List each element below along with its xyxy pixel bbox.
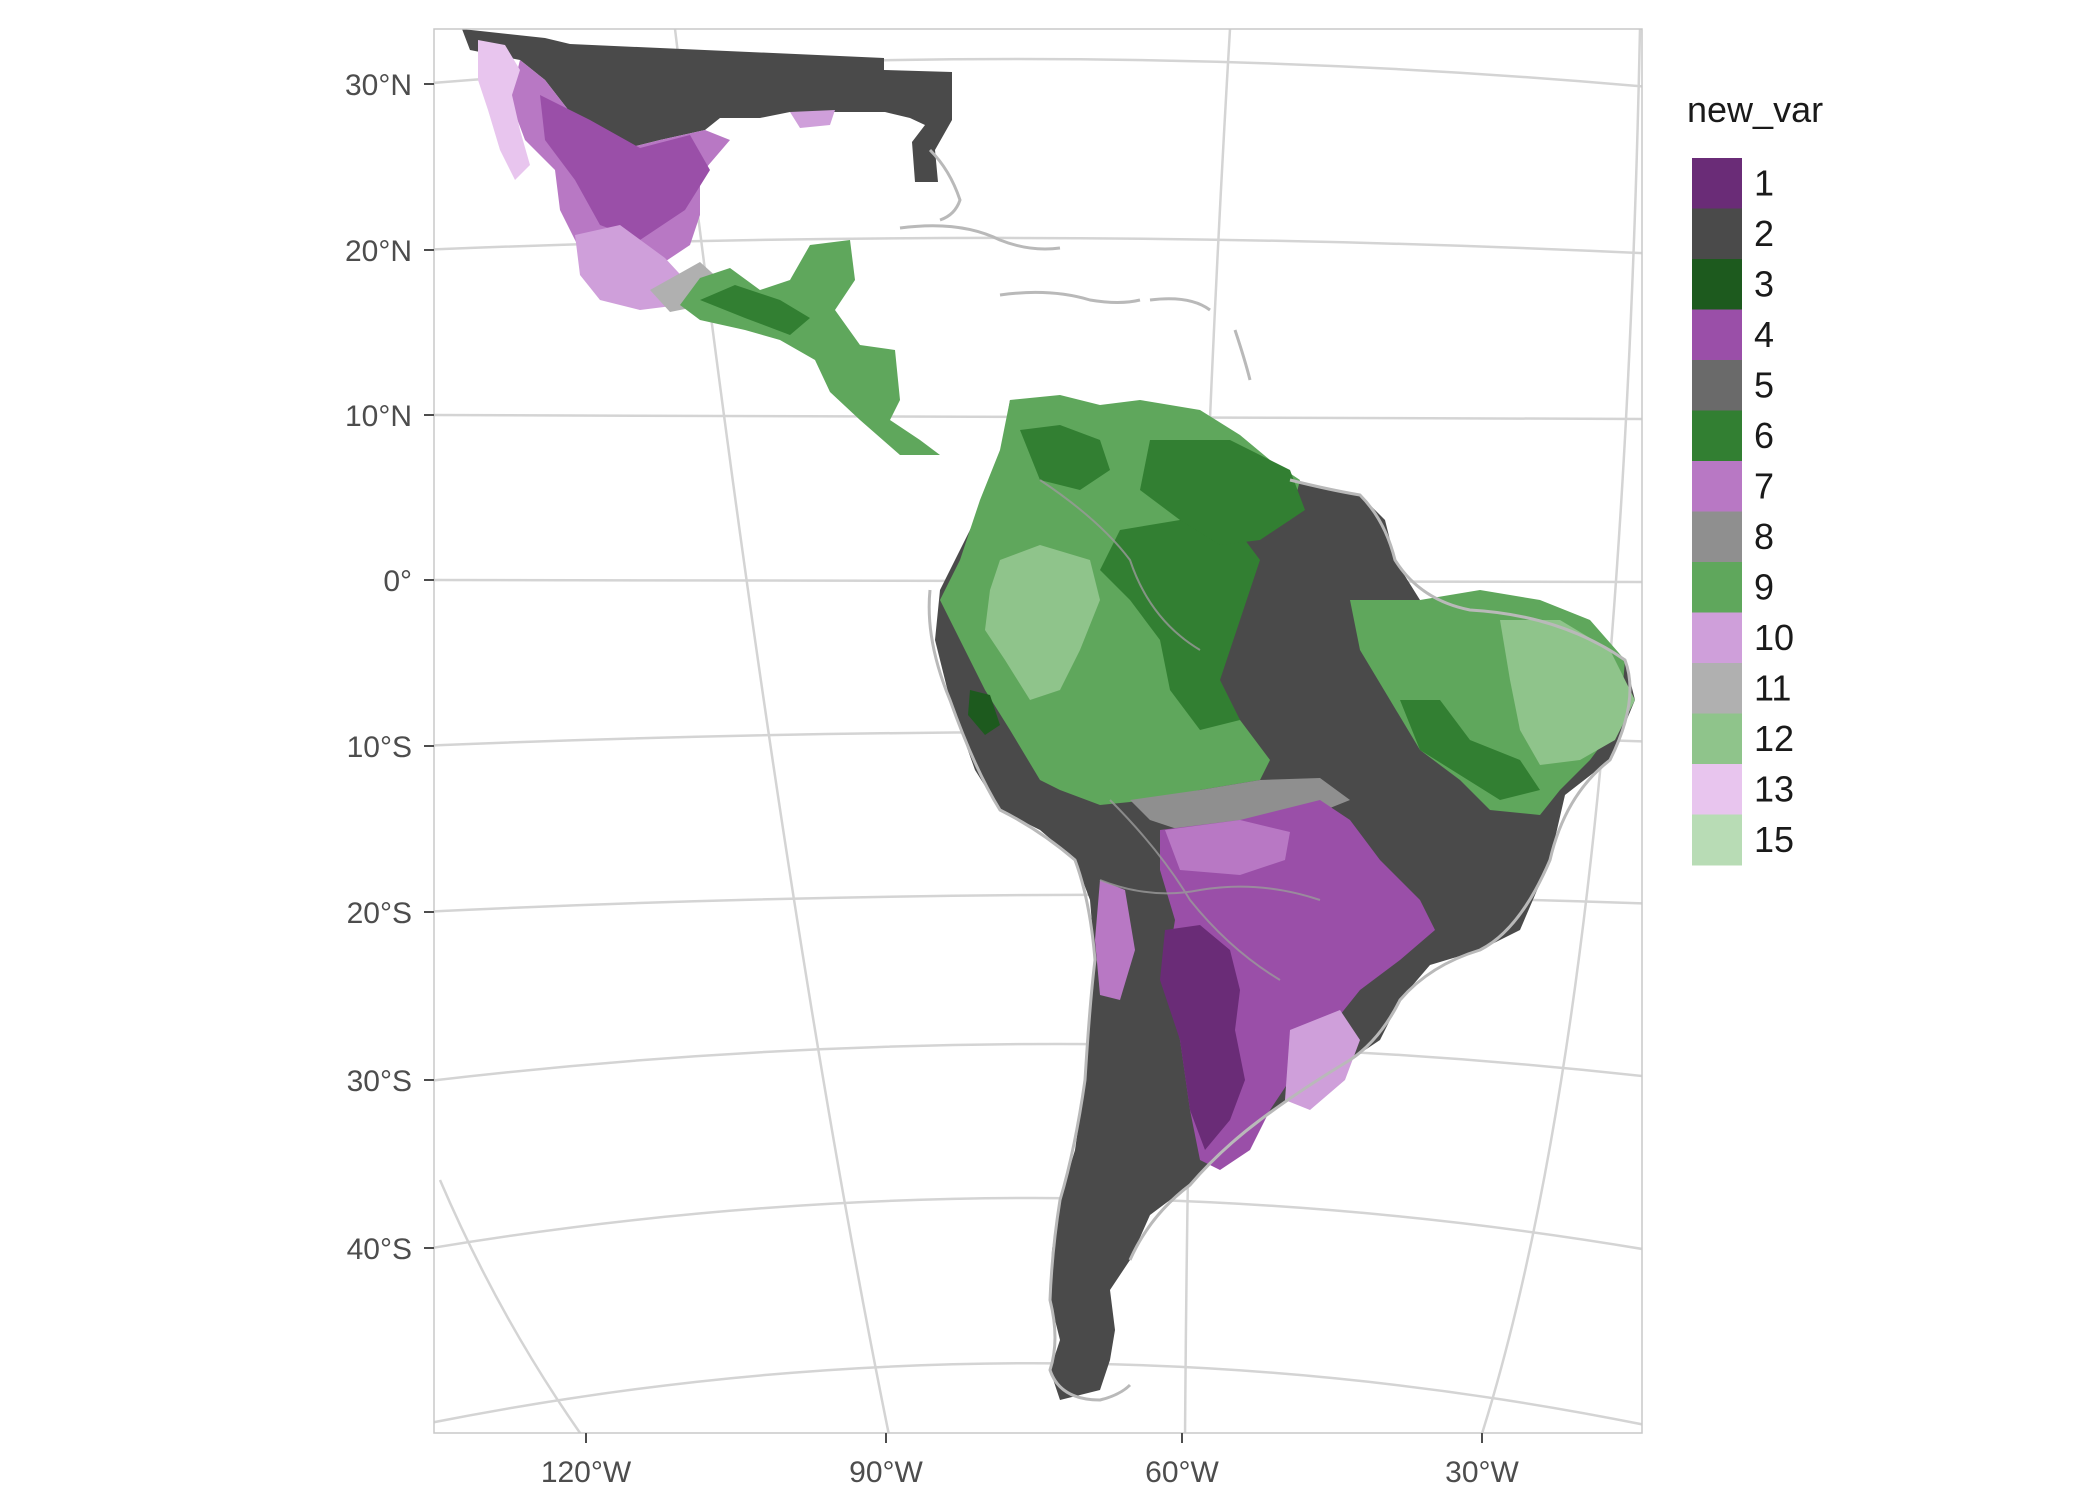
y-label-30s: 30°S xyxy=(347,1065,412,1098)
y-label-10s: 10°S xyxy=(347,731,412,764)
raster-region-mexico-plateau-4 xyxy=(540,95,710,240)
legend-key-4 xyxy=(1692,309,1742,361)
x-label-60w: 60°W xyxy=(1145,1456,1219,1489)
legend-label-5: 5 xyxy=(1754,364,1774,405)
raster-layer xyxy=(462,29,1635,1400)
legend-label-6: 6 xyxy=(1754,415,1774,456)
raster-region-venezuela-6 xyxy=(1020,425,1110,490)
legend-key-7 xyxy=(1692,461,1742,512)
y-label-10n: 10°N xyxy=(345,400,412,433)
raster-region-guiana-6 xyxy=(1140,440,1305,545)
raster-region-andes-7 xyxy=(1095,880,1135,1000)
border-lines xyxy=(1039,479,1321,981)
raster-region-gulf-coast-10 xyxy=(790,110,835,128)
raster-region-northeast-brazil-12 xyxy=(1500,620,1635,765)
graticule-lat-50s xyxy=(434,1362,1642,1426)
raster-region-northeast-brazil-6 xyxy=(1400,700,1540,800)
legend-label-15: 15 xyxy=(1754,819,1794,860)
legend-key-3 xyxy=(1692,259,1742,310)
raster-region-coast-3 xyxy=(968,690,1000,735)
raster-region-amazon-6 xyxy=(1100,520,1260,730)
legend-label-8: 8 xyxy=(1754,516,1774,557)
legend-label-3: 3 xyxy=(1754,263,1774,304)
legend-key-12 xyxy=(1692,713,1742,765)
coastlines xyxy=(899,148,1632,1402)
legend-key-8 xyxy=(1692,511,1742,563)
raster-region-central-america-9 xyxy=(680,240,940,455)
legend-key-11 xyxy=(1692,663,1742,714)
raster-region-la-plata-7 xyxy=(1165,820,1290,875)
legend-label-13: 13 xyxy=(1754,768,1794,809)
legend-label-11: 11 xyxy=(1754,667,1791,708)
coastline-florida xyxy=(928,148,962,222)
legend-label-9: 9 xyxy=(1754,566,1774,607)
legend-key-10 xyxy=(1692,612,1742,664)
x-label-90w: 90°W xyxy=(849,1456,923,1489)
x-label-30w: 30°W xyxy=(1445,1456,1519,1489)
legend-key-5 xyxy=(1692,360,1742,411)
y-label-30n: 30°N xyxy=(345,69,412,102)
legend-key-9 xyxy=(1692,562,1742,613)
x-label-120w: 120°W xyxy=(541,1456,632,1489)
coastline-caribbean-islands xyxy=(899,224,1252,381)
raster-region-andes-amazon-12 xyxy=(985,545,1100,700)
legend-key-1 xyxy=(1692,158,1742,209)
legend-key-13 xyxy=(1692,764,1742,815)
legend-key-6 xyxy=(1692,410,1742,462)
graticule-lat-30s xyxy=(434,1042,1642,1082)
y-label-20s: 20°S xyxy=(347,897,412,930)
raster-region-northwest-mexico-dark xyxy=(462,29,952,182)
graticule-lat-40s xyxy=(434,1196,1642,1251)
raster-region-uruguay-10 xyxy=(1285,1010,1360,1110)
legend-label-10: 10 xyxy=(1754,617,1794,658)
legend-label-4: 4 xyxy=(1754,314,1774,355)
legend-label-1: 1 xyxy=(1754,162,1774,203)
coastline-south-america-east xyxy=(1128,478,1632,1261)
panel-border xyxy=(433,28,1643,1434)
raster-region-pampas-1 xyxy=(1160,925,1245,1150)
legend-label-7: 7 xyxy=(1754,465,1774,506)
y-label-20n: 20°N xyxy=(345,235,412,268)
legend-key-2 xyxy=(1692,208,1742,260)
y-axis: 30°N 20°N 10°N 0° 10°S 20°S 30°S 40°S xyxy=(345,69,434,1266)
coastline-south-america-west xyxy=(927,589,1132,1402)
legend-title: new_var xyxy=(1687,89,1823,130)
x-axis: 120°W 90°W 60°W 30°W xyxy=(541,1433,1520,1489)
legend-key-15 xyxy=(1692,814,1742,866)
legend-label-2: 2 xyxy=(1754,213,1774,254)
y-label-40s: 40°S xyxy=(347,1233,412,1266)
legend-label-12: 12 xyxy=(1754,718,1794,759)
graticule-lon-30w xyxy=(1480,29,1642,1433)
raster-region-baja-13 xyxy=(478,40,530,180)
raster-region-central-america-6 xyxy=(700,285,810,335)
graticule-lon-120w xyxy=(438,1179,582,1433)
y-label-0: 0° xyxy=(383,565,412,598)
